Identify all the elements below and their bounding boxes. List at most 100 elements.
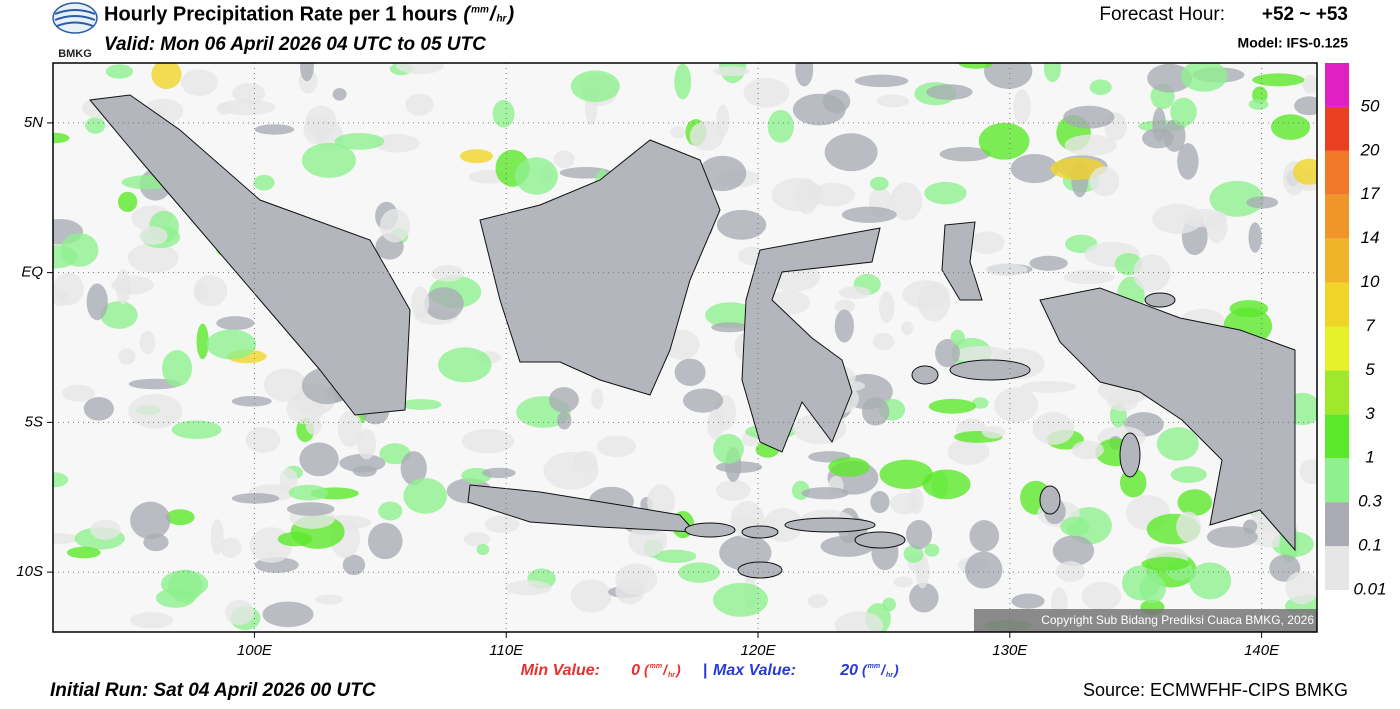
precip-cell: [85, 117, 106, 134]
precip-cell: [254, 124, 295, 135]
precip-cell: [231, 493, 280, 504]
precip-cell: [337, 410, 363, 447]
title: Hourly Precipitation Rate per 1 hours: [104, 3, 457, 25]
precip-cell: [972, 397, 989, 409]
lat-tick-label: 10S: [16, 563, 43, 580]
precip-cell: [807, 594, 828, 609]
precip-cell: [1163, 119, 1186, 152]
precip-cell: [403, 478, 448, 514]
colorbar-swatch: [1325, 194, 1349, 239]
precip-cell: [1122, 565, 1160, 601]
precip-cell: [715, 479, 751, 501]
forecast-hour-label: Forecast Hour:: [1099, 4, 1225, 25]
precip-cell: [841, 206, 897, 223]
precip-cell: [400, 451, 427, 486]
precip-cell: [729, 517, 761, 529]
precip-cell: [118, 348, 136, 365]
precip-cell: [504, 580, 552, 596]
precip-cell: [1177, 489, 1213, 516]
copyright: Copyright Sub Bidang Prediksi Cuaca BMKG…: [1041, 613, 1314, 627]
precip-cell: [689, 121, 724, 151]
lat-tick-label: 5N: [24, 114, 43, 131]
precip-cell: [482, 467, 516, 479]
precip-cell: [411, 286, 430, 319]
precip-cell: [484, 515, 520, 534]
precip-cell: [698, 155, 747, 192]
precip-cell: [1043, 63, 1062, 83]
precip-cell: [1252, 73, 1305, 87]
precip-cell: [1064, 134, 1117, 156]
precip-cell: [1063, 105, 1115, 129]
colorbar-swatch: [1325, 63, 1349, 107]
colorbar-label: 10: [1361, 272, 1380, 291]
precip-cell: [1176, 511, 1202, 542]
precip-cell: [315, 594, 344, 605]
colorbar-swatch: [1325, 502, 1349, 547]
precip-cell: [615, 577, 645, 605]
precip-cell: [1270, 114, 1311, 140]
lat-tick-label: 5S: [25, 413, 43, 430]
precip-cell: [715, 461, 763, 473]
precip-cell: [111, 275, 154, 295]
precip-cell: [795, 63, 814, 87]
colorbar-label: 7: [1365, 316, 1375, 335]
precip-cell: [713, 66, 750, 77]
precip-cell: [596, 435, 637, 458]
precip-cell: [978, 122, 1030, 160]
precip-cell: [1248, 222, 1262, 253]
precip-cell: [682, 388, 724, 413]
precip-cell: [557, 411, 572, 430]
precip-cell: [129, 612, 174, 629]
unit-sep: /: [489, 3, 498, 25]
precip-cell: [162, 350, 193, 387]
precip-cell: [53, 472, 69, 488]
precip-cell: [928, 398, 977, 414]
precip-cell: [117, 191, 138, 212]
precip-cell: [66, 546, 101, 559]
precip-cell: [378, 501, 403, 521]
precip-cell: [903, 545, 924, 563]
unit-open: (: [463, 3, 472, 25]
precip-cell: [1141, 556, 1190, 571]
unit-open: (: [644, 662, 650, 678]
precip-cell: [719, 63, 747, 84]
precip-cell: [674, 358, 706, 387]
precip-cell: [1089, 166, 1120, 197]
precip-cell: [964, 551, 1003, 589]
precip-cell: [1189, 562, 1232, 600]
precip-cell: [1147, 63, 1193, 93]
max-value: 20: [839, 662, 858, 679]
precip-cell: [60, 233, 99, 267]
precip-cell: [893, 576, 914, 588]
precip-cell: [924, 181, 967, 205]
precip-cell: [139, 226, 168, 246]
colorbar-swatch: [1325, 282, 1349, 327]
precip-cell: [86, 283, 108, 321]
precip-cell: [743, 77, 790, 108]
precip-cell: [828, 457, 870, 477]
precip-cell: [543, 451, 599, 490]
precip-cell: [461, 428, 515, 454]
precip-cell: [299, 442, 339, 477]
colorbar-swatch: [1325, 150, 1349, 195]
precip-cell: [105, 64, 134, 79]
colorbar-swatch: [1325, 370, 1349, 415]
precip-cell: [926, 84, 973, 100]
precip-cell: [905, 520, 933, 550]
precip-cell: [305, 416, 322, 435]
map-area: Copyright Sub Bidang Prediksi Cuaca BMKG…: [53, 63, 1317, 632]
precip-cell: [332, 87, 347, 101]
precip-cell: [901, 321, 914, 335]
lon-tick-label: 140E: [1244, 642, 1280, 659]
precip-cell: [870, 491, 890, 514]
precip-cell: [876, 94, 910, 108]
precip-cell: [1152, 203, 1203, 234]
precip-cell: [984, 263, 1028, 276]
precip-cell: [854, 74, 909, 88]
precip-cell: [277, 531, 313, 547]
precip-cell: [1209, 180, 1264, 217]
precip-cell: [869, 176, 889, 191]
precip-cell: [879, 459, 933, 489]
precip-cell: [1177, 143, 1199, 180]
precip-cell: [909, 582, 939, 613]
